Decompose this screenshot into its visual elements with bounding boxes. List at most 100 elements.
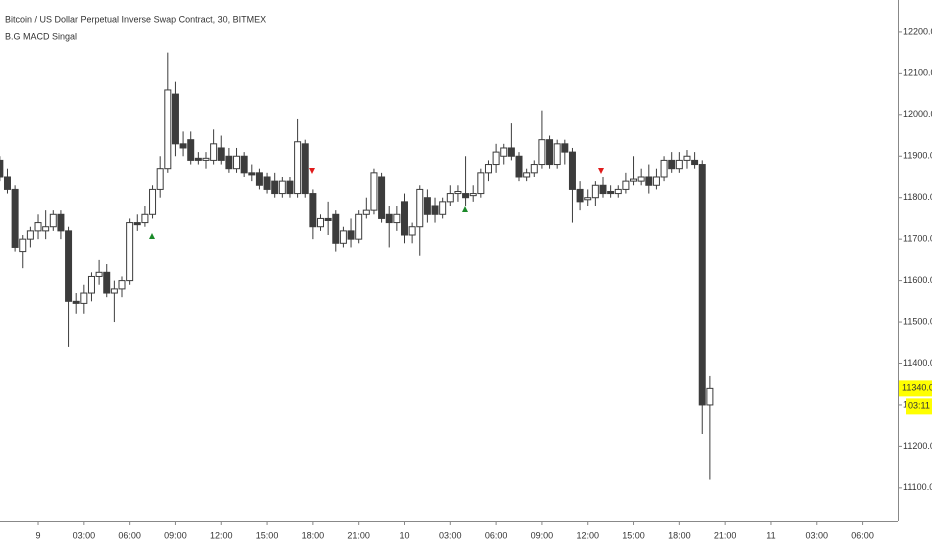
- candle-body: [546, 139, 554, 166]
- candle-body: [622, 180, 630, 190]
- x-tick-label: 11: [766, 530, 775, 540]
- candle-body: [698, 164, 706, 406]
- x-tick-label: 15:00: [256, 530, 279, 540]
- chart-title: Bitcoin / US Dollar Perpetual Inverse Sw…: [5, 14, 266, 24]
- candle-body: [194, 157, 202, 161]
- x-tick-label: 03:00: [439, 530, 462, 540]
- candle-body: [233, 155, 241, 170]
- candle-body: [324, 217, 332, 222]
- candle-body: [87, 275, 95, 294]
- x-tick-label: 12:00: [576, 530, 599, 540]
- candle-body: [660, 159, 668, 178]
- candle-body: [515, 155, 523, 178]
- x-tick-label: 10: [399, 530, 409, 540]
- candle-body: [126, 222, 134, 282]
- candle-body: [110, 288, 118, 294]
- candle-body: [683, 155, 691, 161]
- candle-body: [652, 176, 660, 186]
- candle-body: [462, 193, 470, 199]
- candle-body: [530, 164, 538, 174]
- candle-body: [65, 230, 73, 302]
- candle-body: [675, 159, 683, 170]
- y-tick-label: 11800.0: [903, 192, 932, 202]
- candle-body: [507, 147, 515, 157]
- candle-body: [408, 226, 416, 236]
- candle-body: [72, 300, 80, 304]
- y-tick-label: 11100.0: [903, 482, 932, 492]
- candle-body: [568, 151, 576, 190]
- candle-body: [141, 213, 149, 224]
- sell-signal: [309, 168, 315, 174]
- candle-body: [347, 230, 355, 240]
- candle-body: [240, 155, 248, 174]
- x-tick-label: 09:00: [164, 530, 187, 540]
- candle-body: [431, 205, 439, 215]
- buy-signal: [462, 206, 468, 212]
- candle-body: [637, 176, 645, 182]
- candle-body: [0, 159, 4, 178]
- x-tick-label: 12:00: [210, 530, 233, 540]
- candle-body: [317, 217, 325, 228]
- candle-body: [591, 184, 599, 199]
- countdown-label: 03:11: [908, 401, 930, 411]
- candle-body: [80, 292, 88, 304]
- candle-body: [370, 172, 378, 211]
- candle-body: [271, 180, 279, 195]
- candle-body: [378, 176, 386, 219]
- candle-body: [42, 226, 50, 232]
- candle-body: [3, 176, 11, 190]
- candle-body: [630, 178, 638, 182]
- candle-body: [454, 190, 462, 195]
- candle-body: [332, 213, 340, 244]
- candle-body: [187, 139, 195, 161]
- x-tick-label: 9: [36, 530, 41, 540]
- indicator-name: B.G MACD Singal: [5, 31, 77, 41]
- y-tick-label: 11700.0: [903, 234, 932, 244]
- x-tick-label: 18:00: [302, 530, 325, 540]
- candle-body: [446, 193, 454, 203]
- y-tick-label: 11200.0: [903, 441, 932, 451]
- candle-body: [607, 190, 615, 195]
- candle-body: [210, 143, 218, 161]
- y-tick-label: 11900.0: [903, 151, 932, 161]
- candle-body: [599, 184, 607, 195]
- candle-body: [355, 213, 363, 240]
- candle-body: [26, 230, 34, 240]
- candle-body: [362, 209, 370, 215]
- y-tick-label: 12200.0: [903, 26, 932, 36]
- x-tick-label: 21:00: [347, 530, 370, 540]
- x-tick-label: 21:00: [714, 530, 737, 540]
- candle-body: [294, 141, 302, 195]
- last-price-box: [899, 380, 932, 397]
- x-tick-label: 15:00: [622, 530, 645, 540]
- x-tick-label: 06:00: [118, 530, 141, 540]
- candle-body: [248, 172, 256, 176]
- x-tick-label: 03:00: [806, 530, 829, 540]
- candle-body: [95, 271, 103, 277]
- candle-body: [225, 155, 233, 170]
- candle-body: [255, 172, 263, 186]
- candle-body: [263, 176, 271, 190]
- candle-body: [149, 188, 157, 215]
- y-tick-label: 11600.0: [903, 275, 932, 285]
- candle-body: [217, 147, 225, 161]
- candle-body: [156, 168, 164, 190]
- candle-body: [584, 197, 592, 201]
- candle-body: [423, 197, 431, 215]
- last-price-label: 11340.0: [902, 383, 932, 393]
- y-tick-label: 12000.0: [903, 109, 932, 119]
- candle-body: [34, 222, 42, 232]
- candle-body: [301, 143, 309, 195]
- candle-body: [309, 193, 317, 228]
- candle-body: [103, 271, 111, 294]
- candle-body: [439, 201, 447, 215]
- x-tick-label: 09:00: [531, 530, 554, 540]
- candle-body: [706, 387, 714, 406]
- candle-body: [179, 143, 187, 149]
- candle-body: [278, 180, 286, 195]
- candle-body: [668, 159, 676, 170]
- x-tick-label: 18:00: [668, 530, 691, 540]
- countdown-box: [906, 398, 932, 415]
- candle-body: [477, 172, 485, 195]
- candle-body: [118, 280, 126, 290]
